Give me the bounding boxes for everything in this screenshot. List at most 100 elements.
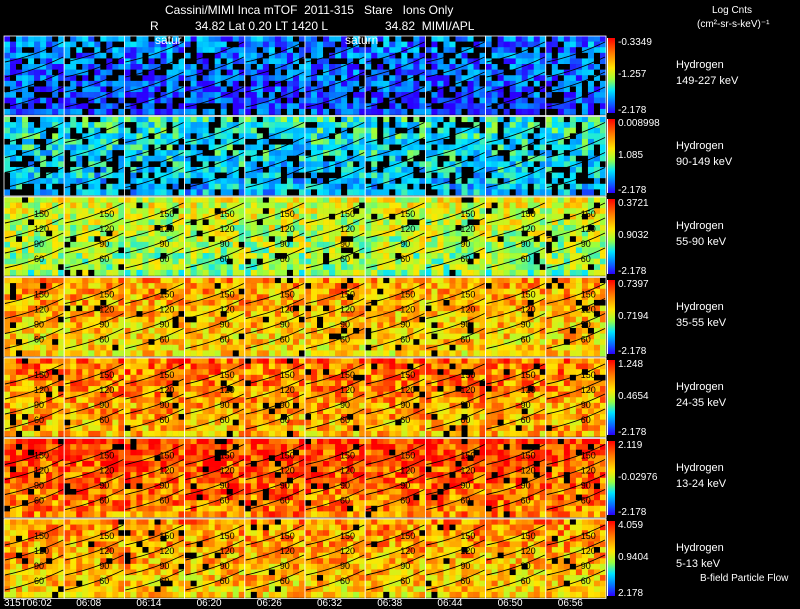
heatmap-cell: [329, 58, 336, 65]
heatmap-cell: [329, 197, 336, 203]
heatmap-cell: [118, 197, 125, 203]
heatmap-cell: [395, 64, 402, 70]
heatmap-cell: [563, 127, 571, 134]
heatmap-cell: [28, 80, 35, 87]
heatmap-cell: [551, 172, 559, 179]
heatmap-row: 1501209060150120906015012090601501209060…: [3, 277, 607, 358]
heatmap-cell: [76, 75, 83, 82]
heatmap-cell: [220, 258, 228, 265]
heatmap-cell: [70, 183, 77, 190]
heatmap-cell: [455, 92, 462, 98]
heatmap-cell: [124, 133, 131, 140]
heatmap-cell: [389, 138, 396, 145]
heatmap-cell: [563, 97, 571, 104]
heatmap-cell: [365, 178, 372, 185]
heatmap-cell: [569, 52, 577, 59]
heatmap-cell: [503, 202, 510, 209]
heatmap-cell: [587, 150, 595, 157]
heatmap-cell: [431, 208, 438, 215]
heatmap-cell: [130, 133, 137, 140]
heatmap-cell: [419, 247, 426, 254]
heatmap-cell: [274, 133, 282, 140]
heatmap-cell: [407, 269, 414, 276]
heatmap-cell: [124, 316, 131, 323]
heatmap-cell: [82, 92, 89, 98]
heatmap-cell: [599, 52, 607, 59]
heatmap-cell: [136, 133, 143, 140]
heatmap-cell: [148, 219, 155, 226]
heatmap-cell: [112, 344, 119, 351]
heatmap-cell: [413, 75, 420, 82]
heatmap-cell: [10, 75, 17, 82]
heatmap-cell: [539, 247, 547, 254]
heatmap-cell: [232, 258, 240, 265]
heatmap-cell: [136, 36, 143, 42]
heatmap-cell: [136, 339, 143, 346]
heatmap-cell: [533, 241, 541, 248]
heatmap-cell: [100, 339, 107, 346]
heatmap-cell: [244, 69, 252, 76]
heatmap-cell: [196, 41, 203, 48]
heatmap-cell: [16, 155, 23, 162]
heatmap-cell: [329, 247, 336, 254]
heatmap-cell: [353, 92, 360, 98]
heatmap-cell: [154, 47, 161, 54]
heatmap-cell: [148, 178, 155, 185]
heatmap-cell: [298, 58, 306, 65]
heatmap-cell: [521, 166, 529, 173]
heatmap-cell: [4, 122, 11, 129]
heatmap-cell: [539, 103, 547, 110]
heatmap-cell: [569, 230, 577, 237]
heatmap-cell: [383, 264, 390, 271]
heatmap-cell: [395, 161, 402, 168]
heatmap-cell: [437, 269, 444, 276]
heatmap-cell: [521, 264, 529, 271]
heatmap-cell: [136, 103, 143, 110]
heatmap-cell: [437, 230, 444, 237]
heatmap-cell: [503, 225, 510, 231]
heatmap-cell: [190, 258, 197, 265]
heatmap-cell: [154, 122, 161, 129]
heatmap-cell: [118, 213, 125, 220]
heatmap-cell: [329, 75, 336, 82]
heatmap-cell: [52, 322, 59, 329]
heatmap-cell: [136, 253, 143, 259]
heatmap-cell: [70, 75, 77, 82]
heatmap-cell: [413, 47, 420, 54]
heatmap-cell: [593, 219, 601, 226]
heatmap-cell: [425, 116, 432, 123]
heatmap-cell: [76, 103, 83, 110]
heatmap-cell: [136, 225, 143, 231]
heatmap-cell: [232, 327, 240, 334]
heatmap-cell: [389, 36, 396, 42]
heatmap-cell: [437, 225, 444, 231]
heatmap-cell: [365, 80, 372, 87]
heatmap-cell: [341, 36, 348, 42]
heatmap-cell: [10, 86, 17, 93]
heatmap-cell: [214, 178, 222, 185]
heatmap-cell: [323, 69, 330, 76]
heatmap-cell: [280, 116, 288, 123]
heatmap-cell: [323, 247, 330, 254]
heatmap-cell: [256, 230, 264, 237]
heatmap-cell: [142, 122, 149, 129]
heatmap-cell: [82, 247, 89, 254]
heatmap-cell: [100, 41, 107, 48]
heatmap-cell: [178, 64, 185, 70]
heatmap-cell: [443, 189, 450, 196]
heatmap-cell: [184, 288, 191, 295]
heatmap-cell: [407, 52, 414, 59]
heatmap-cell: [503, 161, 510, 168]
heatmap-cell: [551, 80, 559, 87]
heatmap-cell: [130, 264, 137, 271]
heatmap-cell: [130, 122, 137, 129]
heatmap-cell: [202, 230, 209, 237]
heatmap-cell: [130, 138, 137, 145]
heatmap-cell: [184, 305, 191, 312]
heatmap-cell: [10, 208, 17, 215]
heatmap-cell: [154, 166, 161, 173]
heatmap-cell: [166, 288, 173, 295]
heatmap-cell: [214, 150, 222, 157]
heatmap-cell: [208, 247, 215, 254]
heatmap-cell: [280, 155, 288, 162]
